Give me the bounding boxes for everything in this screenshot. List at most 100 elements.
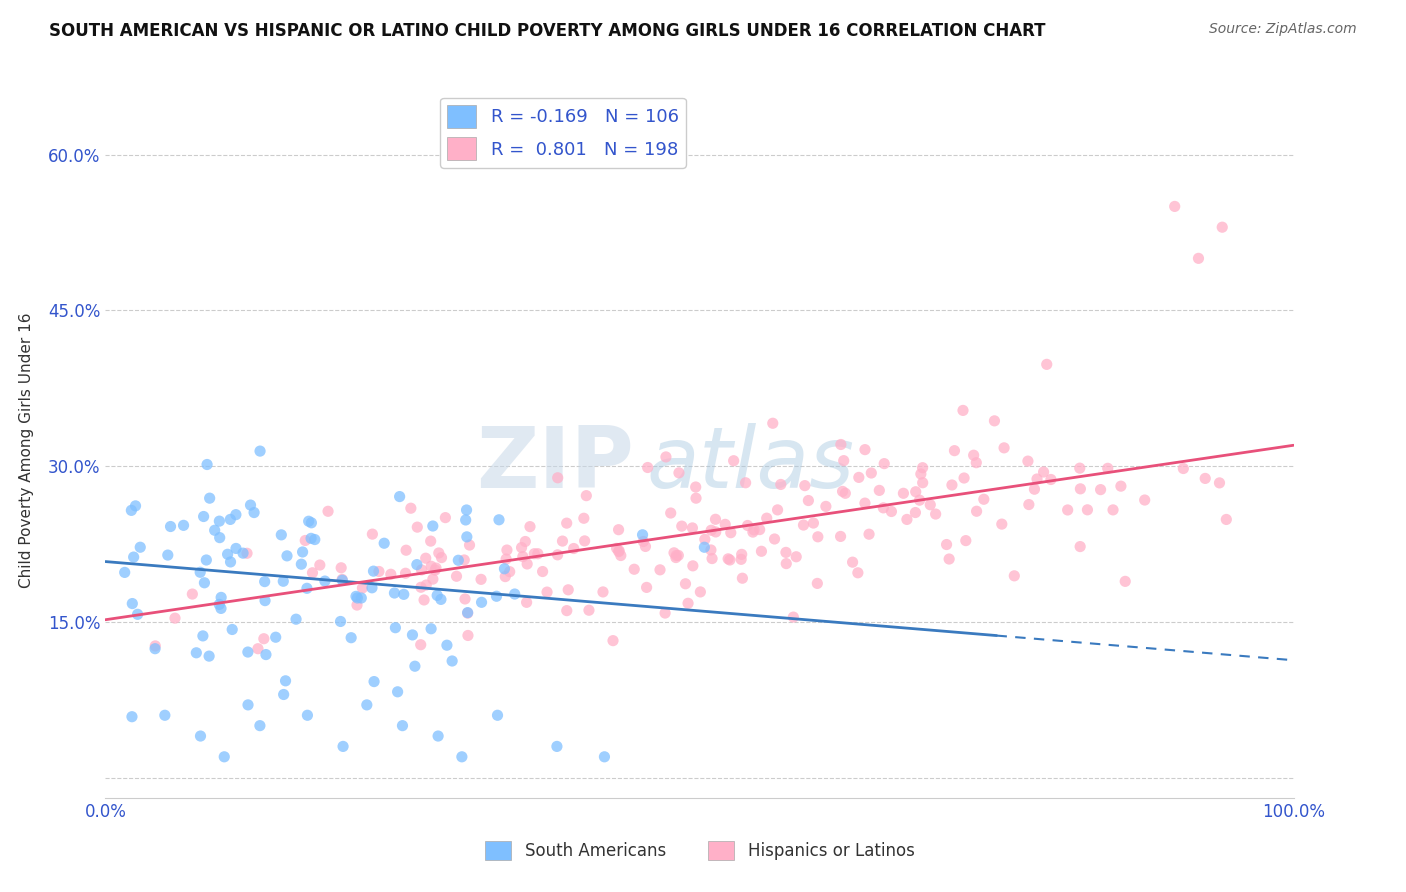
Point <box>427 729 450 743</box>
Point <box>742 523 765 537</box>
Point <box>893 486 915 500</box>
Point <box>700 523 723 537</box>
Point <box>941 478 963 492</box>
Point <box>120 503 142 517</box>
Point <box>127 607 149 622</box>
Point <box>782 610 804 624</box>
Point <box>253 632 276 646</box>
Point <box>685 491 707 506</box>
Point <box>872 500 894 515</box>
Point <box>405 558 427 572</box>
Point <box>361 581 384 595</box>
Point <box>456 530 478 544</box>
Point <box>1026 472 1049 486</box>
Point <box>121 597 143 611</box>
Point <box>689 585 711 599</box>
Point <box>718 553 741 567</box>
Point <box>512 549 534 564</box>
Point <box>297 708 319 723</box>
Point <box>209 591 232 605</box>
Point <box>486 708 509 723</box>
Point <box>1069 482 1091 496</box>
Point <box>225 541 247 556</box>
Point <box>904 506 927 520</box>
Point <box>763 532 786 546</box>
Point <box>607 544 630 558</box>
Point <box>830 437 852 451</box>
Point <box>1173 461 1195 475</box>
Point <box>832 453 855 467</box>
Point <box>748 523 770 537</box>
Point <box>755 511 778 525</box>
Point <box>208 514 231 528</box>
Point <box>665 549 688 563</box>
Point <box>1164 199 1187 213</box>
Point <box>361 527 384 541</box>
Text: ZIP: ZIP <box>477 423 634 506</box>
Point <box>253 574 276 589</box>
Point <box>209 601 232 615</box>
Point <box>741 525 763 540</box>
Point <box>965 456 987 470</box>
Point <box>214 749 236 764</box>
Point <box>434 510 457 524</box>
Point <box>394 566 416 581</box>
Point <box>198 491 221 505</box>
Point <box>1215 512 1237 526</box>
Point <box>846 566 869 580</box>
Point <box>413 593 436 607</box>
Point <box>503 587 526 601</box>
Point <box>880 504 903 518</box>
Point <box>356 698 378 712</box>
Point <box>299 516 322 530</box>
Point <box>415 551 437 566</box>
Point <box>143 639 166 653</box>
Point <box>422 572 444 586</box>
Point <box>775 557 797 571</box>
Point <box>1076 503 1098 517</box>
Point <box>637 460 659 475</box>
Point <box>450 749 472 764</box>
Point <box>314 574 336 588</box>
Point <box>488 513 510 527</box>
Point <box>1187 252 1209 266</box>
Point <box>409 580 432 594</box>
Point <box>198 649 221 664</box>
Point <box>329 615 352 629</box>
Point <box>153 708 176 723</box>
Point <box>195 553 218 567</box>
Point <box>723 454 745 468</box>
Y-axis label: Child Poverty Among Girls Under 16: Child Poverty Among Girls Under 16 <box>20 313 34 588</box>
Point <box>655 450 678 464</box>
Point <box>249 444 271 458</box>
Point <box>249 719 271 733</box>
Point <box>555 516 578 530</box>
Point <box>551 534 574 549</box>
Point <box>456 503 478 517</box>
Point <box>665 550 688 565</box>
Point <box>411 563 433 577</box>
Point <box>575 489 598 503</box>
Point <box>363 674 385 689</box>
Point <box>420 622 443 636</box>
Point <box>858 527 880 541</box>
Point <box>671 519 693 533</box>
Point <box>793 478 815 492</box>
Point <box>676 596 699 610</box>
Point <box>121 709 143 723</box>
Point <box>1211 220 1233 235</box>
Point <box>496 543 519 558</box>
Point <box>853 442 876 457</box>
Point <box>952 403 974 417</box>
Point <box>911 460 934 475</box>
Point <box>904 484 927 499</box>
Point <box>254 593 277 607</box>
Point <box>1018 498 1040 512</box>
Point <box>666 549 689 563</box>
Point <box>457 606 479 620</box>
Point <box>602 633 624 648</box>
Point <box>225 508 247 522</box>
Point <box>246 641 269 656</box>
Point <box>983 414 1005 428</box>
Point <box>955 533 977 548</box>
